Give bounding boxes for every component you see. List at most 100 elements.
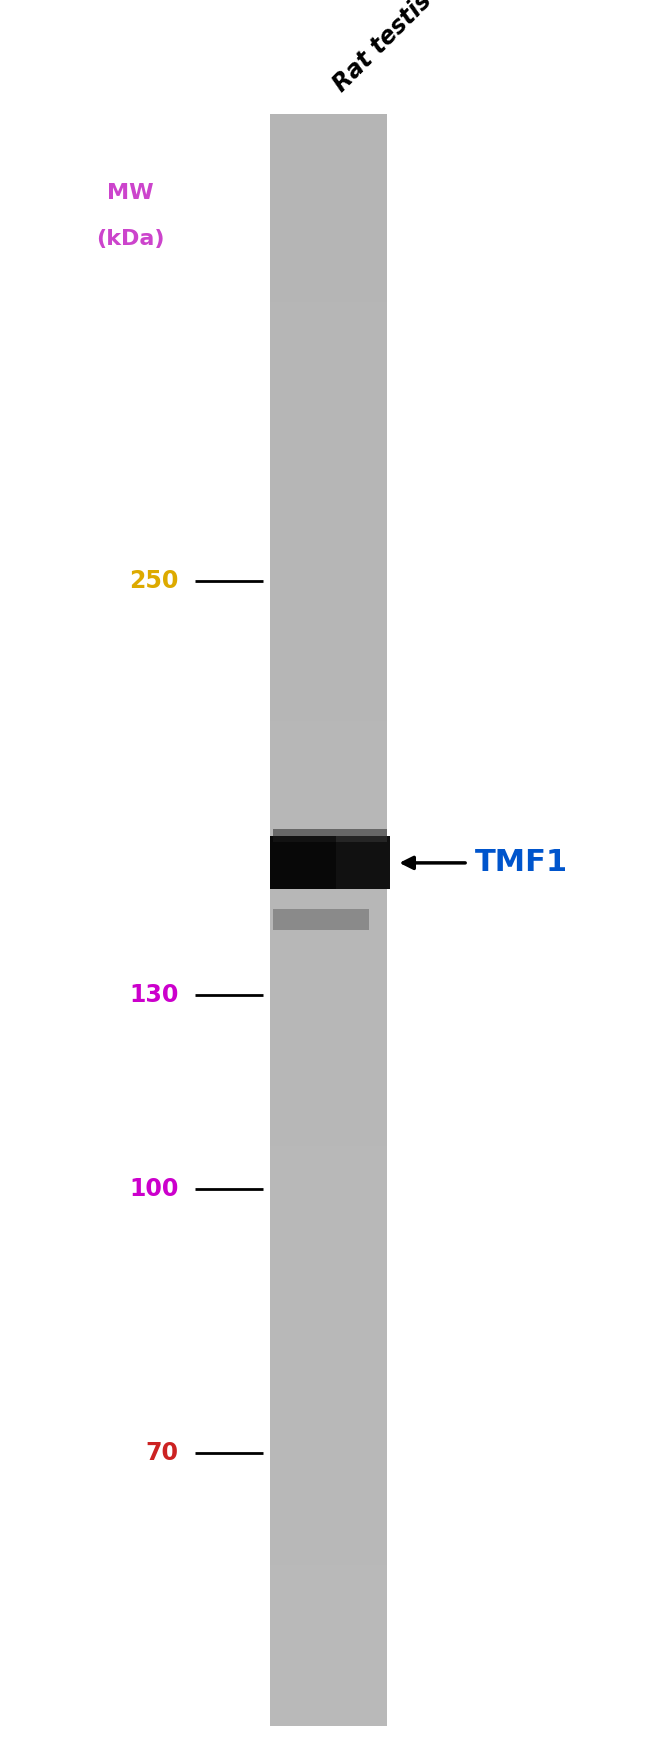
Text: 130: 130 (129, 983, 179, 1007)
Bar (270, 264, 387, 269)
Bar (270, 329, 387, 335)
Bar (270, 308, 387, 313)
Bar (270, 1511, 387, 1516)
Bar (270, 474, 387, 479)
Bar (270, 877, 387, 882)
Bar (270, 1021, 387, 1027)
Bar (270, 1199, 387, 1205)
Bar (270, 335, 387, 340)
Bar (270, 560, 387, 565)
Bar (270, 287, 387, 292)
Bar (270, 1506, 387, 1511)
Bar (270, 324, 387, 329)
Bar (270, 872, 387, 877)
Bar (270, 167, 387, 174)
Bar (270, 893, 387, 898)
Bar (270, 1469, 387, 1474)
Bar (270, 1592, 387, 1597)
Bar (270, 1220, 387, 1226)
Bar (270, 1162, 387, 1168)
Bar (270, 1065, 387, 1071)
Bar (270, 1129, 387, 1136)
Bar (270, 914, 387, 919)
Bar (270, 1050, 387, 1055)
Bar (270, 1205, 387, 1210)
Bar (270, 1684, 387, 1689)
Bar (270, 1108, 387, 1113)
Bar (270, 754, 387, 759)
Bar (270, 463, 387, 468)
Bar (270, 1618, 387, 1624)
Bar (270, 641, 387, 646)
Bar (270, 1485, 387, 1490)
Bar (270, 576, 387, 581)
Bar (270, 484, 387, 490)
Bar (270, 303, 387, 308)
Bar (270, 581, 387, 586)
Bar (270, 1301, 387, 1307)
Bar (270, 743, 387, 748)
Bar (270, 1349, 387, 1356)
Bar (270, 1699, 387, 1705)
Bar (270, 1183, 387, 1189)
Bar (270, 1141, 387, 1146)
Bar (270, 1210, 387, 1215)
Bar (270, 518, 387, 523)
Bar (270, 1372, 387, 1377)
Bar (270, 1044, 387, 1050)
Bar (270, 953, 387, 958)
Bar (270, 780, 387, 785)
Bar (270, 549, 387, 555)
Bar (270, 722, 387, 727)
Bar (270, 657, 387, 662)
Bar (270, 431, 387, 437)
Bar (270, 211, 387, 217)
Bar (270, 1215, 387, 1220)
Bar (270, 1558, 387, 1564)
Bar (270, 447, 387, 453)
Bar (270, 979, 387, 984)
Bar (270, 694, 387, 699)
Bar (270, 599, 387, 604)
Bar (270, 1226, 387, 1231)
Bar (270, 222, 387, 227)
Bar (270, 458, 387, 463)
Bar (270, 1307, 387, 1312)
Bar (270, 1710, 387, 1715)
Bar (270, 125, 387, 130)
Bar (270, 174, 387, 180)
Bar (270, 1152, 387, 1157)
Bar (270, 1118, 387, 1124)
Bar (270, 421, 387, 426)
Bar (270, 984, 387, 990)
Bar (270, 1173, 387, 1178)
Bar (270, 861, 387, 866)
Bar (270, 711, 387, 717)
Bar (270, 1092, 387, 1097)
Bar (270, 898, 387, 903)
Bar (270, 350, 387, 356)
Bar (270, 1650, 387, 1655)
Bar (270, 1157, 387, 1162)
Bar (270, 969, 387, 974)
Bar (270, 1243, 387, 1249)
Bar (270, 120, 387, 125)
Bar (270, 866, 387, 872)
Bar (270, 366, 387, 372)
Bar (270, 926, 387, 932)
Bar (270, 919, 387, 926)
Bar (270, 1666, 387, 1673)
Bar (270, 652, 387, 657)
Bar (270, 238, 387, 243)
Bar (270, 298, 387, 303)
Bar (270, 1715, 387, 1720)
Bar (270, 1194, 387, 1199)
Bar (270, 1006, 387, 1011)
Bar (270, 836, 390, 889)
Bar (270, 1532, 387, 1537)
Bar (270, 937, 387, 942)
Bar (270, 571, 387, 576)
Bar (270, 785, 387, 791)
Bar (270, 1720, 387, 1726)
Bar (270, 1296, 387, 1301)
